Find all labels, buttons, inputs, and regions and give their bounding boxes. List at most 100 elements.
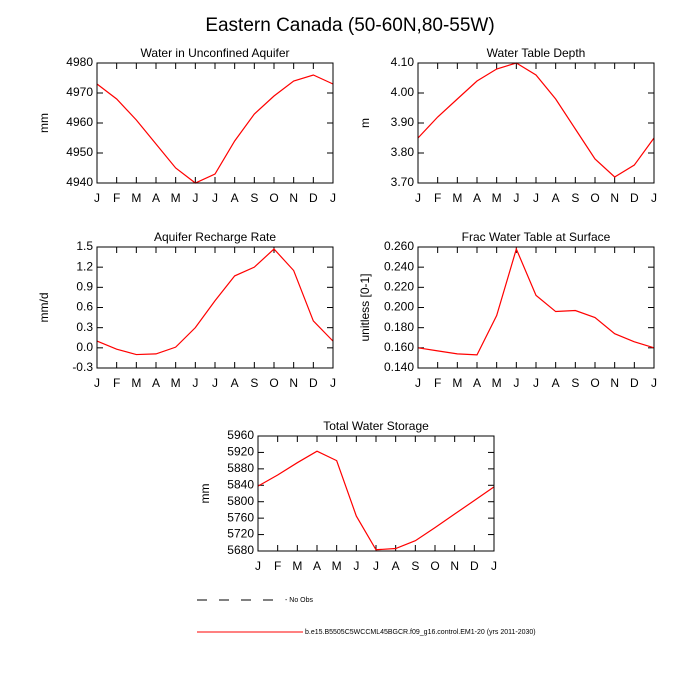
panel-title: Aquifer Recharge Rate xyxy=(154,230,276,244)
y-tick-label: 4950 xyxy=(66,145,93,159)
x-tick-label: A xyxy=(473,191,481,205)
x-tick-label: J xyxy=(353,559,359,573)
legend-label: b.e15.B5505C5WCCML45BGCR.f09_g16.control… xyxy=(305,629,536,636)
y-tick-label: 5800 xyxy=(227,494,254,508)
x-tick-label: J xyxy=(373,559,379,573)
x-tick-label: S xyxy=(250,191,258,205)
x-tick-label: N xyxy=(610,376,619,390)
y-tick-label: 0.140 xyxy=(384,360,414,374)
x-tick-label: J xyxy=(491,559,497,573)
y-tick-label: 5720 xyxy=(227,527,254,541)
x-tick-label: M xyxy=(131,191,141,205)
panel-title: Total Water Storage xyxy=(323,419,429,433)
plot-frame xyxy=(257,435,495,552)
x-tick-label: A xyxy=(231,376,239,390)
x-tick-label: N xyxy=(610,191,619,205)
panel-title: Water Table Depth xyxy=(487,46,586,60)
x-tick-label: O xyxy=(269,191,278,205)
x-tick-label: J xyxy=(192,376,198,390)
x-tick-label: A xyxy=(152,191,160,205)
x-tick-label: F xyxy=(434,191,441,205)
x-tick-label: A xyxy=(552,376,560,390)
x-tick-label: J xyxy=(255,559,261,573)
x-tick-label: J xyxy=(533,376,539,390)
y-tick-label: 5840 xyxy=(227,477,254,491)
figure-title: Eastern Canada (50-60N,80-55W) xyxy=(205,15,494,36)
y-tick-label: 0.240 xyxy=(384,259,414,273)
x-tick-label: J xyxy=(415,376,421,390)
legend-label: - No Obs xyxy=(285,597,314,604)
x-tick-label: M xyxy=(131,376,141,390)
y-tick-label: 1.5 xyxy=(76,239,93,253)
y-tick-label: 4980 xyxy=(66,55,93,69)
plot-frame xyxy=(96,246,334,369)
x-tick-label: A xyxy=(313,559,321,573)
x-tick-label: N xyxy=(450,559,459,573)
x-tick-label: M xyxy=(492,191,502,205)
x-tick-label: J xyxy=(651,191,657,205)
y-tick-label: 5680 xyxy=(227,543,254,557)
y-tick-label: 0.200 xyxy=(384,300,414,314)
x-tick-label: J xyxy=(330,376,336,390)
y-tick-label: 1.2 xyxy=(76,259,93,273)
y-axis-label: mm xyxy=(198,484,212,504)
x-tick-label: M xyxy=(171,191,181,205)
x-tick-label: J xyxy=(415,191,421,205)
plot-frame xyxy=(96,62,334,184)
x-tick-label: J xyxy=(212,376,218,390)
x-tick-label: J xyxy=(533,191,539,205)
y-tick-label: 4940 xyxy=(66,175,93,189)
y-tick-label: -0.3 xyxy=(72,360,93,374)
y-tick-label: 3.90 xyxy=(391,115,415,129)
x-tick-label: F xyxy=(434,376,441,390)
x-tick-label: A xyxy=(392,559,400,573)
x-tick-label: M xyxy=(452,191,462,205)
y-tick-label: 5960 xyxy=(227,428,254,442)
plot-frame xyxy=(417,62,655,184)
x-tick-label: J xyxy=(330,191,336,205)
y-tick-label: 0.9 xyxy=(76,280,93,294)
x-tick-label: F xyxy=(113,191,120,205)
x-tick-label: S xyxy=(571,376,579,390)
y-tick-label: 3.80 xyxy=(391,145,415,159)
y-tick-label: 5760 xyxy=(227,510,254,524)
x-tick-label: S xyxy=(571,191,579,205)
y-tick-label: 4.00 xyxy=(391,85,415,99)
y-axis-label: unitless [0-1] xyxy=(358,273,372,341)
y-tick-label: 0.6 xyxy=(76,300,93,314)
x-tick-label: D xyxy=(470,559,479,573)
x-tick-label: A xyxy=(231,191,239,205)
x-tick-label: O xyxy=(269,376,278,390)
data-line xyxy=(417,247,655,356)
data-line xyxy=(257,450,495,551)
x-tick-label: A xyxy=(152,376,160,390)
x-tick-label: N xyxy=(289,376,298,390)
x-tick-label: S xyxy=(411,559,419,573)
x-tick-label: O xyxy=(590,376,599,390)
y-tick-label: 0.260 xyxy=(384,239,414,253)
x-tick-label: D xyxy=(309,191,318,205)
y-axis-label: mm xyxy=(37,113,51,133)
plot-frame xyxy=(417,246,655,369)
y-tick-label: 0.180 xyxy=(384,320,414,334)
x-tick-label: J xyxy=(212,191,218,205)
panel-title: Water in Unconfined Aquifer xyxy=(141,46,290,60)
x-tick-label: N xyxy=(289,191,298,205)
x-tick-label: A xyxy=(552,191,560,205)
x-tick-label: M xyxy=(332,559,342,573)
x-tick-label: O xyxy=(430,559,439,573)
x-tick-label: D xyxy=(630,376,639,390)
x-tick-label: A xyxy=(473,376,481,390)
data-line xyxy=(96,74,334,184)
x-tick-label: D xyxy=(309,376,318,390)
data-line xyxy=(417,62,655,178)
x-tick-label: O xyxy=(590,191,599,205)
y-axis-label: m xyxy=(358,118,372,128)
y-tick-label: 4.10 xyxy=(391,55,415,69)
panel-title: Frac Water Table at Surface xyxy=(462,230,611,244)
y-tick-label: 0.160 xyxy=(384,340,414,354)
y-tick-label: 4970 xyxy=(66,85,93,99)
x-tick-label: J xyxy=(192,191,198,205)
y-tick-label: 4960 xyxy=(66,115,93,129)
x-tick-label: F xyxy=(274,559,281,573)
